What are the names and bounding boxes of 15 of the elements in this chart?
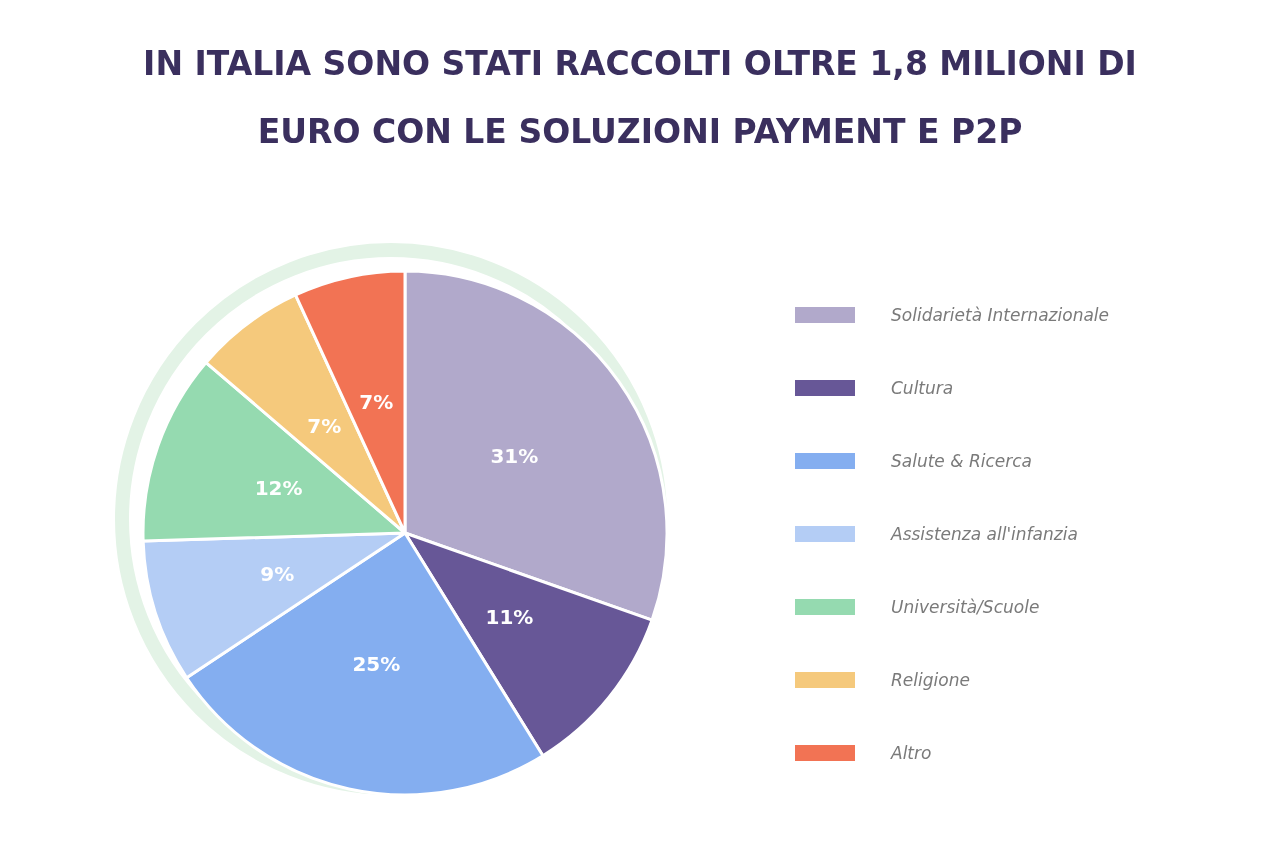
data-label: 7%	[307, 414, 342, 439]
data-label: 25%	[352, 651, 401, 676]
legend-label: Religione	[891, 670, 970, 690]
legend-label: Solidarietà Internazionale	[891, 305, 1110, 325]
legend-label: Assistenza all'infanzia	[890, 524, 1078, 544]
legend-label: Università/Scuole	[891, 597, 1040, 617]
data-label: 31%	[490, 443, 539, 468]
chart-title: IN ITALIA SONO STATI RACCOLTI OLTRE 1,8 MILIONI DI EURO CON LE SOLUZIONI PAYMENT E P2P	[142, 43, 1138, 153]
data-label: 7%	[359, 390, 394, 415]
legend-label: Salute & Ricerca	[891, 451, 1032, 471]
data-label: 9%	[260, 561, 295, 586]
legend-label: Cultura	[891, 378, 954, 398]
data-label: 12%	[254, 476, 303, 501]
data-label: 11%	[485, 605, 534, 630]
legend-label: Altro	[890, 743, 932, 763]
